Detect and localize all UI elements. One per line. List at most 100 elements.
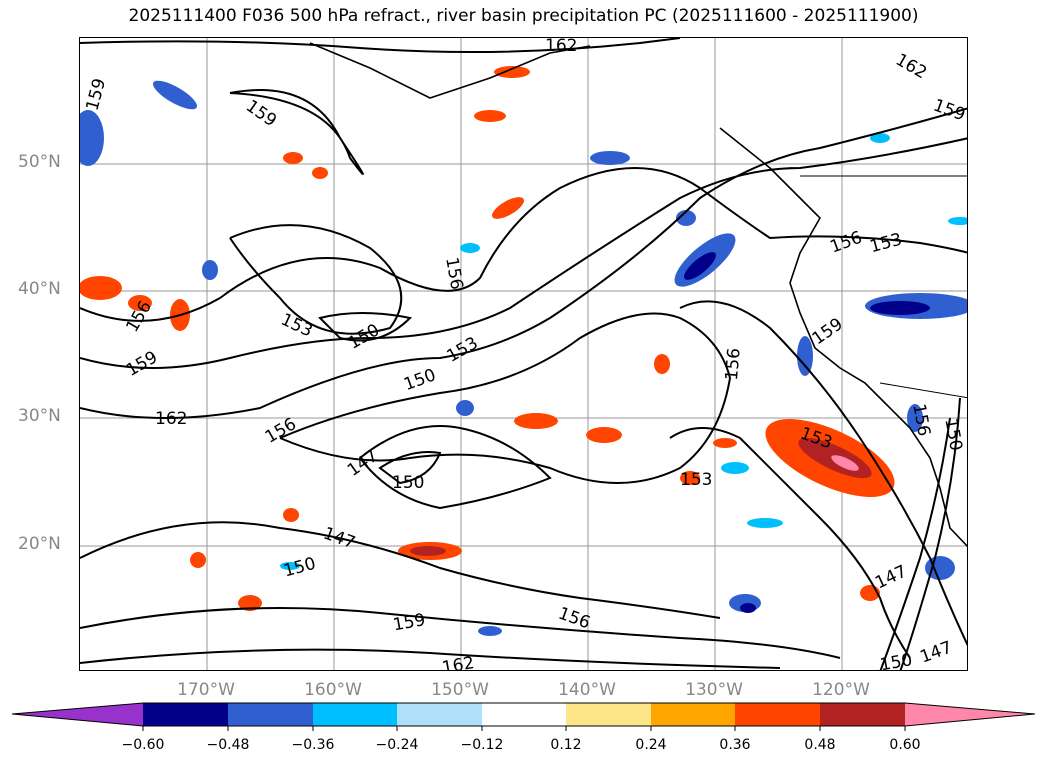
contour-label: 159 <box>809 314 847 349</box>
border-us-mexico <box>879 382 967 399</box>
colorbar-segment <box>566 703 651 726</box>
lon-label-120w: 120°W <box>812 680 870 700</box>
coastline-north-america <box>719 127 967 548</box>
lat-label-50n: 50°N <box>18 152 61 172</box>
precip-patch <box>128 295 152 311</box>
precip-patch <box>907 404 923 432</box>
precip-patch <box>680 471 700 485</box>
colorbar-segment <box>651 703 735 726</box>
colorbar-segment <box>820 703 905 726</box>
precip-patch <box>870 133 890 143</box>
colorbar-segment <box>735 703 820 726</box>
coastlines <box>309 42 967 548</box>
colorbar-segment <box>228 703 313 726</box>
contour-162-south <box>80 648 781 669</box>
colorbar-segment <box>143 703 228 726</box>
chart-title: 2025111400 F036 500 hPa refract., river … <box>128 6 919 26</box>
precip-patch <box>676 210 696 226</box>
precip-patch <box>721 462 749 474</box>
precip-patch <box>474 110 506 122</box>
map-canvas: 162 159 159 156 153 150 156 153 150 159 … <box>80 38 967 671</box>
precip-patch <box>831 455 859 471</box>
colorbar-segment <box>12 703 143 726</box>
contour-label: 162 <box>545 38 577 56</box>
precip-patch <box>80 276 122 300</box>
contour-159-alaska-low <box>229 89 364 175</box>
contour-159-jet <box>80 137 967 369</box>
lat-label-30n: 30°N <box>18 406 61 426</box>
colorbar-tick-label: −0.24 <box>375 737 419 753</box>
colorbar-tick-label: −0.36 <box>291 737 335 753</box>
graticule <box>80 38 967 670</box>
contour-156-south <box>679 300 967 647</box>
contour-label: 147 <box>917 638 954 668</box>
contour-label: 150 <box>392 473 424 493</box>
precip-patch <box>152 80 198 110</box>
contour-labels: 162 159 159 156 153 150 156 153 150 159 … <box>82 38 967 671</box>
contour-156-jet <box>80 167 967 322</box>
contours <box>80 38 967 670</box>
precip-patch <box>494 66 530 78</box>
map-panel: 162 159 159 156 153 150 156 153 150 159 … <box>79 37 968 671</box>
contour-153-low <box>229 224 403 335</box>
contour-label: 159 <box>930 95 967 125</box>
contour-label: 162 <box>440 653 475 671</box>
precip-patch <box>478 626 502 636</box>
colorbar-tick-label: 0.48 <box>804 737 836 753</box>
contour-label: 150 <box>878 650 913 671</box>
lat-label-20n: 20°N <box>18 534 61 554</box>
precip-patch <box>238 595 262 611</box>
lon-label-170w: 170°W <box>177 680 235 700</box>
precip-patch <box>948 217 967 225</box>
contour-150-cutoff <box>359 425 552 510</box>
contour-162-jet <box>80 107 967 419</box>
contour-label: 156 <box>827 228 864 258</box>
lat-label-40n: 40°N <box>18 279 61 299</box>
contour-label: 150 <box>940 417 965 452</box>
precip-patch <box>870 301 930 315</box>
contour-150-low <box>318 312 413 342</box>
precip-patch <box>460 243 480 253</box>
colorbar-tick-label: −0.60 <box>121 737 165 753</box>
colorbar-tick-label: 0.24 <box>635 737 667 753</box>
contour-label: 150 <box>345 320 383 354</box>
contour-label: 147 <box>320 523 357 553</box>
lon-label-130w: 130°W <box>685 680 743 700</box>
contour-label: 153 <box>868 230 905 258</box>
contour-147-east <box>899 397 961 670</box>
contour-150-south <box>80 521 721 619</box>
lon-label-140w: 140°W <box>558 680 616 700</box>
precip-patch <box>684 252 716 280</box>
contour-label: 156 <box>441 256 466 291</box>
precip-patches <box>80 66 967 636</box>
precip-patch <box>747 518 783 528</box>
contour-label: 159 <box>242 96 280 131</box>
precip-patch <box>280 562 300 570</box>
precip-patch <box>492 197 524 219</box>
precip-patch <box>80 110 104 166</box>
lon-label-150w: 150°W <box>431 680 489 700</box>
precip-patch <box>190 552 206 568</box>
contour-label: 153 <box>278 310 316 342</box>
precip-patch <box>514 413 558 429</box>
precip-patch <box>283 508 299 522</box>
precip-patch <box>456 400 474 416</box>
precip-patch <box>283 152 303 164</box>
coastline-alaska <box>309 42 591 99</box>
colorbar-ticks <box>142 726 906 731</box>
contour-label: 147 <box>872 562 910 594</box>
contour-label: 162 <box>155 409 187 429</box>
precip-patch <box>202 260 218 280</box>
contour-label: 162 <box>892 50 930 84</box>
contour-153-cutoff <box>279 312 732 484</box>
colorbar-segment <box>397 703 482 726</box>
colorbar-tick-label: 0.12 <box>550 737 582 753</box>
precip-patch <box>410 546 446 556</box>
contour-label: 153 <box>680 470 712 490</box>
contour-153-south <box>669 427 911 659</box>
contour-159-south <box>80 607 841 659</box>
contour-label: 150 <box>281 554 318 582</box>
colorbar-segment <box>482 703 566 726</box>
contour-150-east <box>879 417 951 670</box>
colorbar-tick-label: 0.60 <box>889 737 921 753</box>
